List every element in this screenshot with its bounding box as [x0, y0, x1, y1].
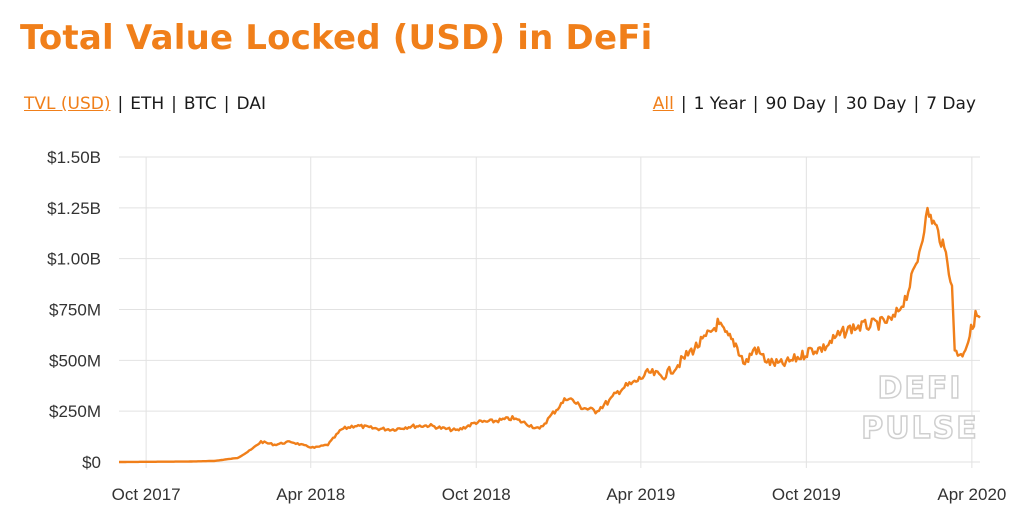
- x-axis: Oct 2017 Apr 2018 Oct 2018 Apr 2019 Oct 2019…: [112, 485, 1007, 504]
- range-option-1-year[interactable]: 1 Year: [693, 94, 746, 114]
- y-tick-label: $1.50B: [47, 148, 101, 167]
- x-tick-label: Oct 2017: [112, 485, 181, 504]
- x-tick-label: Oct 2019: [772, 485, 841, 504]
- y-axis: $0 $250M $500M $750M $1.00B $1.25B $1.50B: [47, 148, 101, 472]
- watermark-line-2: PULSE: [861, 411, 979, 446]
- separator: |: [752, 94, 759, 114]
- range-option-7-day[interactable]: 7 Day: [926, 94, 976, 114]
- unit-option-dai[interactable]: DAI: [236, 94, 266, 114]
- x-tick-label: Apr 2020: [937, 485, 1006, 504]
- y-tick-label: $1.00B: [47, 250, 101, 269]
- tvl-series-line: [119, 206, 981, 464]
- y-tick-label: $750M: [49, 301, 101, 320]
- watermark: DEFI PULSE: [860, 370, 979, 447]
- separator: |: [117, 94, 124, 114]
- unit-selector: TVL (USD) | ETH | BTC | DAI: [24, 94, 266, 114]
- chart-title: Total Value Locked (USD) in DeFi: [20, 18, 653, 58]
- unit-option-tvl-usd[interactable]: TVL (USD): [24, 94, 111, 114]
- x-tick-label: Apr 2018: [276, 485, 345, 504]
- y-tick-label: $1.25B: [47, 199, 101, 218]
- watermark-line-1: DEFI: [877, 371, 962, 406]
- range-option-90-day[interactable]: 90 Day: [765, 94, 827, 114]
- x-tick-label: Oct 2018: [442, 485, 511, 504]
- y-tick-label: $500M: [49, 351, 101, 370]
- x-tick-label: Apr 2019: [606, 485, 675, 504]
- unit-option-btc[interactable]: BTC: [183, 94, 217, 114]
- separator: |: [913, 94, 920, 114]
- range-selector: All | 1 Year | 90 Day | 30 Day | 7 Day: [653, 94, 976, 114]
- range-option-30-day[interactable]: 30 Day: [845, 94, 907, 114]
- unit-option-eth[interactable]: ETH: [130, 94, 165, 114]
- separator: |: [223, 94, 230, 114]
- y-tick-label: $250M: [49, 402, 101, 421]
- separator: |: [833, 94, 839, 114]
- separator: |: [171, 94, 177, 114]
- y-tick-label: $0: [82, 453, 101, 472]
- separator: |: [680, 94, 687, 114]
- range-option-all[interactable]: All: [652, 94, 674, 114]
- grid-lines: [119, 156, 980, 468]
